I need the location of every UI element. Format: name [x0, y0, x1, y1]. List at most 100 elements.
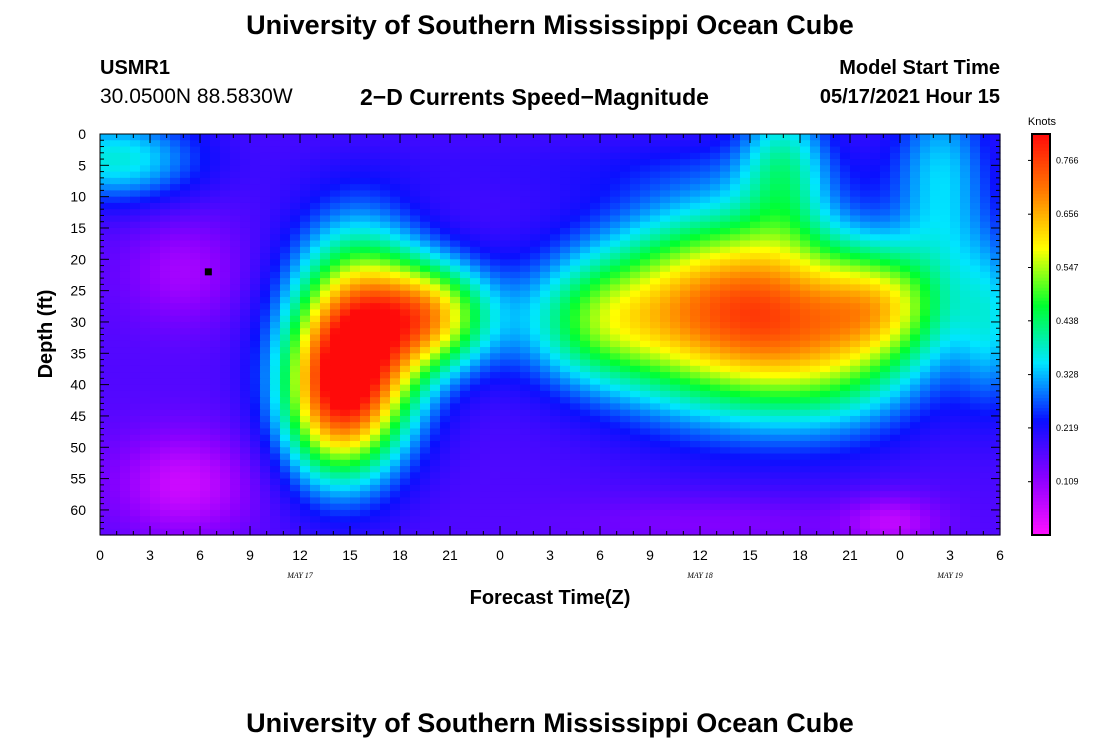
heatmap-cell	[670, 472, 681, 480]
heatmap-cell	[810, 384, 821, 392]
heatmap-cell	[370, 234, 381, 242]
heatmap-cell	[270, 196, 281, 204]
station-id: USMR1	[100, 57, 171, 79]
heatmap-cell	[690, 152, 701, 160]
heatmap-cell	[230, 234, 241, 242]
heatmap-cell	[100, 190, 111, 198]
heatmap-cell	[200, 441, 211, 448]
heatmap-cell	[870, 240, 881, 248]
heatmap-cell	[400, 171, 411, 179]
heatmap-cell	[490, 359, 501, 367]
heatmap-cell	[650, 390, 661, 398]
heatmap-cell	[500, 447, 511, 455]
heatmap-cell	[190, 409, 201, 417]
heatmap-cell	[600, 466, 611, 473]
heatmap-cell	[510, 190, 521, 198]
heatmap-cell	[970, 215, 981, 223]
heatmap-cell	[590, 459, 601, 467]
heatmap-cell	[770, 196, 781, 204]
heatmap-cell	[260, 296, 271, 304]
heatmap-cell	[660, 422, 671, 430]
heatmap-cell	[920, 321, 931, 329]
heatmap-cell	[180, 278, 191, 285]
heatmap-cell	[820, 140, 831, 148]
heatmap-cell	[620, 234, 631, 242]
heatmap-cell	[790, 372, 801, 379]
heatmap-cell	[750, 253, 761, 260]
heatmap-cell	[110, 227, 121, 235]
heatmap-cell	[630, 403, 641, 411]
heatmap-cell	[390, 472, 401, 480]
heatmap-cell	[440, 447, 451, 455]
heatmap-cell	[940, 447, 951, 455]
heatmap-cell	[110, 422, 121, 430]
heatmap-cell	[890, 347, 901, 354]
heatmap-cell	[410, 390, 421, 398]
heatmap-cell	[240, 340, 251, 348]
heatmap-cell	[480, 284, 491, 292]
heatmap-cell	[800, 246, 811, 254]
heatmap-cell	[610, 365, 621, 373]
heatmap-cell	[130, 234, 141, 242]
heatmap-cell	[570, 409, 581, 417]
heatmap-cell	[820, 159, 831, 166]
heatmap-cell	[820, 415, 831, 423]
heatmap-cell	[110, 472, 121, 480]
heatmap-cell	[450, 284, 461, 292]
heatmap-cell	[790, 472, 801, 480]
heatmap-cell	[730, 390, 741, 398]
heatmap-cell	[300, 384, 311, 392]
heatmap-cell	[160, 290, 171, 298]
heatmap-cell	[110, 171, 121, 179]
heatmap-cell	[790, 253, 801, 260]
heatmap-cell	[760, 315, 771, 323]
heatmap-cell	[710, 334, 721, 342]
heatmap-cell	[950, 459, 961, 467]
heatmap-cell	[830, 246, 841, 254]
heatmap-cell	[110, 215, 121, 223]
heatmap-cell	[350, 434, 361, 442]
heatmap-cell	[330, 409, 341, 417]
heatmap-cell	[120, 259, 131, 267]
heatmap-cell	[190, 340, 201, 348]
heatmap-cell	[910, 177, 921, 185]
heatmap-cell	[640, 290, 651, 298]
heatmap-cell	[240, 397, 251, 405]
heatmap-cell	[470, 134, 481, 141]
heatmap-cell	[550, 403, 561, 411]
heatmap-cell	[490, 265, 501, 273]
heatmap-cell	[670, 415, 681, 423]
heatmap-cell	[780, 415, 791, 423]
heatmap-cell	[940, 415, 951, 423]
heatmap-cell	[890, 434, 901, 442]
heatmap-cell	[550, 409, 561, 417]
heatmap-cell	[390, 303, 401, 311]
heatmap-cell	[540, 359, 551, 367]
heatmap-cell	[530, 340, 541, 348]
heatmap-cell	[540, 384, 551, 392]
heatmap-cell	[620, 321, 631, 329]
heatmap-cell	[770, 372, 781, 379]
heatmap-cell	[660, 196, 671, 204]
heatmap-cell	[630, 309, 641, 317]
heatmap-cell	[400, 415, 411, 423]
heatmap-cell	[450, 472, 461, 480]
heatmap-cell	[250, 240, 261, 248]
heatmap-cell	[380, 434, 391, 442]
heatmap-cell	[510, 321, 521, 329]
heatmap-cell	[710, 290, 721, 298]
heatmap-cell	[380, 259, 391, 267]
heatmap-cell	[570, 134, 581, 141]
heatmap-cell	[360, 196, 371, 204]
heatmap-cell	[820, 321, 831, 329]
heatmap-cell	[230, 177, 241, 185]
heatmap-cell	[850, 184, 861, 191]
heatmap-cell	[640, 152, 651, 160]
heatmap-cell	[600, 190, 611, 198]
heatmap-cell	[190, 472, 201, 480]
heatmap-cell	[570, 472, 581, 480]
heatmap-cell	[100, 321, 111, 329]
heatmap-cell	[140, 397, 151, 405]
heatmap-cell	[270, 453, 281, 461]
heatmap-cell	[340, 447, 351, 455]
